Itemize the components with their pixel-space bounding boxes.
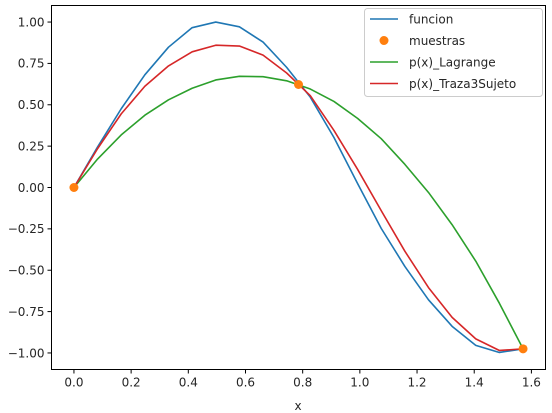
- y-tick-label: 0.00: [18, 181, 45, 195]
- legend-label: muestras: [409, 34, 465, 48]
- x-tick-label: 0.4: [179, 376, 198, 390]
- x-tick-label: 1.6: [522, 376, 541, 390]
- x-tick-label: 1.0: [350, 376, 369, 390]
- legend-label: p(x)_Lagrange: [409, 55, 496, 69]
- x-axis-label: x: [294, 399, 301, 413]
- data-point-muestras: [294, 80, 303, 89]
- x-tick-label: 1.2: [407, 376, 426, 390]
- legend-swatch: [379, 36, 389, 45]
- legend: funcion muestras p(x)_Lagrange p(x)_Traza3S…: [364, 8, 543, 97]
- y-tick-label: −1.00: [8, 346, 45, 360]
- legend-label: p(x)_Traza3Sujeto: [409, 77, 516, 91]
- legend-item-funcion: funcion: [370, 12, 453, 26]
- y-ticks: −1.00 −0.75 −0.50 −0.25 0.00 0.25 0.50 0.75 1.00: [8, 15, 52, 360]
- x-tick-label: 0.8: [293, 376, 312, 390]
- plot-markers: [69, 80, 528, 354]
- legend-item-p-x-lagrange: p(x)_Lagrange: [370, 55, 496, 69]
- legend-item-muestras: muestras: [379, 34, 465, 48]
- y-tick-label: 0.50: [18, 98, 45, 112]
- legend-item-p-x-traza3sujeto: p(x)_Traza3Sujeto: [370, 77, 516, 91]
- x-tick-label: 1.4: [465, 376, 484, 390]
- data-point-muestras: [69, 183, 79, 192]
- x-tick-label: 0.0: [64, 376, 83, 390]
- series-line-p-x-lagrange: [72, 75, 525, 350]
- y-tick-label: 0.75: [18, 57, 45, 71]
- x-tick-label: 0.2: [122, 376, 141, 390]
- legend-label: funcion: [409, 12, 453, 26]
- y-tick-label: 0.25: [18, 139, 45, 153]
- data-point-muestras: [518, 344, 528, 354]
- legend-box: [364, 8, 543, 97]
- y-tick-label: 1.00: [18, 15, 45, 29]
- y-tick-label: −0.75: [8, 305, 45, 319]
- x-tick-label: 0.6: [236, 376, 255, 390]
- x-ticks: 0.0 0.2 0.4 0.6 0.8 1.0 1.2 1.4 1.6: [64, 369, 541, 390]
- y-tick-label: −0.50: [8, 264, 45, 278]
- y-tick-label: −0.25: [8, 222, 45, 236]
